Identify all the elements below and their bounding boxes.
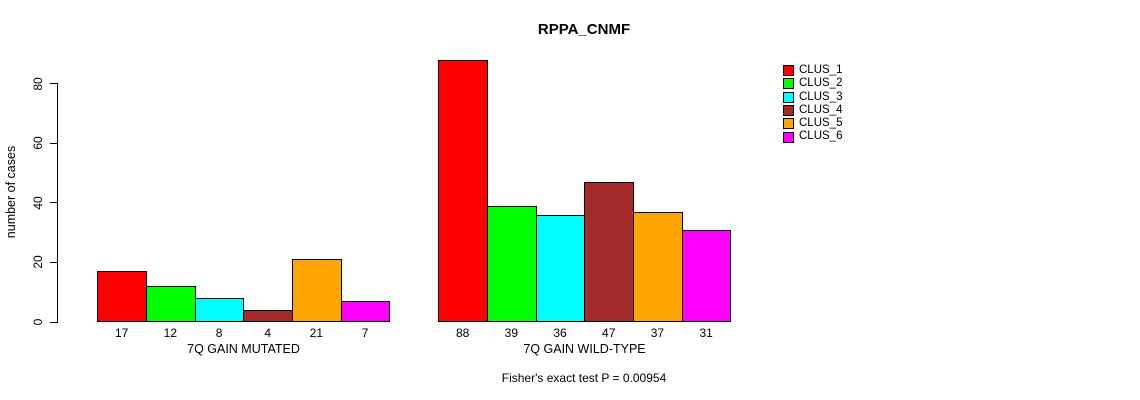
y-axis-tick xyxy=(50,321,58,323)
legend-item: CLUS_1 xyxy=(783,64,842,77)
bar-clus_1-mutated xyxy=(97,271,147,322)
y-axis-tick xyxy=(50,83,58,85)
group-label-wildtype: 7Q GAIN WILD-TYPE xyxy=(523,342,646,356)
legend-swatch-clus_1 xyxy=(783,65,794,77)
chart-title: RPPA_CNMF xyxy=(537,21,631,38)
legend-label: CLUS_2 xyxy=(799,77,843,90)
bar-clus_4-mutated xyxy=(243,310,294,322)
bar-value-clus_1-wildtype: 88 xyxy=(455,326,470,340)
bar-clus_5-mutated xyxy=(292,259,342,322)
legend-swatch-clus_4 xyxy=(783,105,794,117)
y-axis-tick xyxy=(50,142,58,144)
bar-clus_2-wildtype xyxy=(487,205,537,322)
legend-item: CLUS_4 xyxy=(783,104,842,117)
y-axis-label: number of cases xyxy=(4,145,18,239)
bar-value-clus_2-mutated: 12 xyxy=(163,326,178,340)
legend-label: CLUS_3 xyxy=(799,90,843,103)
group-label-mutated: 7Q GAIN MUTATED xyxy=(187,342,300,356)
bar-clus_6-mutated xyxy=(340,301,391,322)
bar-value-clus_4-wildtype: 47 xyxy=(602,326,616,340)
y-tick-label: 0 xyxy=(31,318,45,326)
legend-swatch-clus_6 xyxy=(783,131,794,143)
bar-clus_5-wildtype xyxy=(633,211,683,322)
bar-clus_2-mutated xyxy=(146,286,196,322)
bar-value-clus_6-mutated: 7 xyxy=(361,326,369,340)
bar-value-clus_4-mutated: 4 xyxy=(264,326,272,340)
legend-swatch-clus_2 xyxy=(783,78,794,90)
legend-label: CLUS_6 xyxy=(799,130,843,143)
bar-value-clus_5-wildtype: 37 xyxy=(650,326,665,340)
y-tick-label: 40 xyxy=(31,196,45,210)
bar-value-clus_3-wildtype: 36 xyxy=(553,326,567,340)
bar-clus_1-wildtype xyxy=(438,59,488,322)
bar-value-clus_2-wildtype: 39 xyxy=(504,326,519,340)
y-axis-tick xyxy=(50,202,58,204)
y-tick-label: 20 xyxy=(31,255,45,270)
y-axis-tick xyxy=(50,261,58,263)
annotation-text: Fisher's exact test P = 0.00954 xyxy=(501,371,667,385)
legend-item: CLUS_3 xyxy=(783,91,842,104)
legend-item: CLUS_5 xyxy=(783,117,842,130)
legend-item: CLUS_6 xyxy=(783,130,842,143)
legend-swatch-clus_5 xyxy=(783,118,794,130)
y-tick-label: 80 xyxy=(31,76,45,91)
legend-label: CLUS_4 xyxy=(799,103,843,116)
bar-value-clus_6-wildtype: 31 xyxy=(699,326,713,340)
bar-clus_3-wildtype xyxy=(535,214,586,322)
legend: CLUS_1 CLUS_2 CLUS_3 CLUS_4 CLUS_5 CLUS_6 xyxy=(783,64,842,144)
y-tick-label: 60 xyxy=(31,136,45,150)
bar-value-clus_5-mutated: 21 xyxy=(309,326,324,340)
bar-clus_6-wildtype xyxy=(681,229,732,322)
bar-value-clus_1-mutated: 17 xyxy=(114,326,129,340)
bar-clus_3-mutated xyxy=(194,298,245,322)
legend-swatch-clus_3 xyxy=(783,91,794,103)
bar-value-clus_3-mutated: 8 xyxy=(215,326,223,340)
legend-label: CLUS_5 xyxy=(799,117,843,130)
legend-item: CLUS_2 xyxy=(783,77,842,90)
bar-clus_4-wildtype xyxy=(584,181,635,322)
legend-label: CLUS_1 xyxy=(799,64,843,76)
